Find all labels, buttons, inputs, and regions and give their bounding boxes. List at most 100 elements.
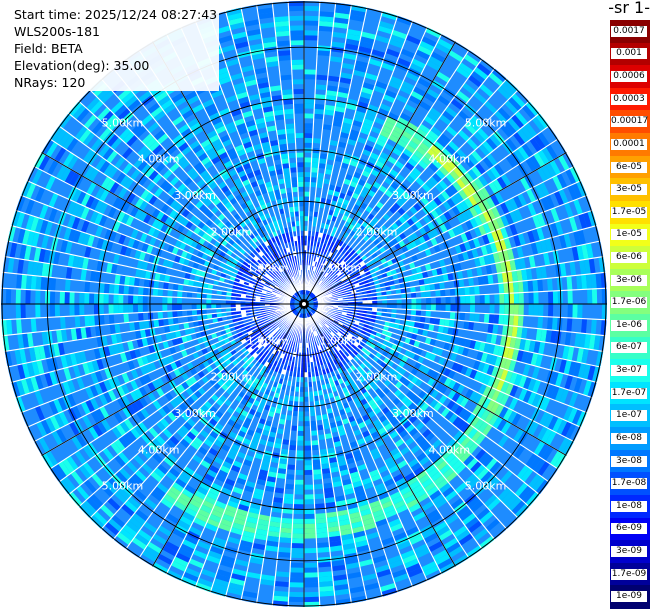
range-bin xyxy=(429,489,442,501)
range-bin xyxy=(289,35,304,41)
range-bin xyxy=(86,234,95,248)
range-bin xyxy=(107,518,123,532)
range-bin xyxy=(177,233,186,242)
range-bin xyxy=(254,411,262,419)
range-bin xyxy=(489,354,498,366)
range-bin xyxy=(127,237,136,249)
range-bin xyxy=(280,318,285,323)
range-bin xyxy=(182,539,197,550)
range-bin xyxy=(194,256,202,264)
range-bin xyxy=(165,332,172,341)
range-bin xyxy=(45,357,54,373)
range-bin xyxy=(116,397,127,410)
range-bin xyxy=(70,328,78,341)
range-bin xyxy=(488,313,495,324)
range-bin xyxy=(288,340,292,346)
range-bin xyxy=(474,433,486,446)
range-bin xyxy=(80,268,87,281)
range-bin xyxy=(322,331,327,337)
range-bin xyxy=(407,326,414,334)
range-bin xyxy=(146,244,154,255)
range-bin xyxy=(25,377,35,394)
range-bin xyxy=(67,379,76,394)
range-bin xyxy=(165,471,178,482)
range-bin xyxy=(184,272,191,280)
range-bin xyxy=(340,326,347,331)
range-bin xyxy=(277,468,287,475)
range-bin xyxy=(347,354,354,361)
range-bin xyxy=(326,407,334,414)
range-bin xyxy=(439,562,456,574)
range-bin xyxy=(71,202,81,217)
range-bin xyxy=(112,220,121,233)
range-bin xyxy=(396,459,408,470)
range-bin xyxy=(297,416,304,422)
range-bin xyxy=(267,410,275,418)
range-bin xyxy=(588,334,596,350)
range-bin xyxy=(480,409,491,422)
range-bin xyxy=(113,294,119,304)
range-bin xyxy=(259,281,265,287)
range-bin xyxy=(309,410,316,417)
range-bin xyxy=(474,313,480,323)
range-bin xyxy=(407,402,417,412)
range-bin xyxy=(105,178,116,192)
range-bin xyxy=(326,321,332,326)
range-bin xyxy=(355,544,370,553)
range-bin xyxy=(38,437,51,454)
range-bin xyxy=(537,316,544,329)
range-bin xyxy=(261,347,268,354)
range-bin xyxy=(355,494,368,503)
range-bin xyxy=(63,367,72,381)
range-bin xyxy=(142,287,149,296)
range-bin xyxy=(386,460,397,470)
range-bin xyxy=(56,329,63,343)
range-bin xyxy=(121,383,130,395)
range-bin xyxy=(415,421,425,432)
range-bin xyxy=(278,323,284,329)
range-bin xyxy=(423,481,437,493)
range-bin xyxy=(319,333,324,339)
range-bin xyxy=(487,375,496,388)
range-bin xyxy=(284,333,289,339)
range-bin xyxy=(399,446,411,456)
range-bin xyxy=(203,324,210,331)
range-bin xyxy=(480,470,493,484)
range-bin xyxy=(305,313,307,319)
range-bin xyxy=(170,331,177,340)
range-bin xyxy=(167,411,177,422)
range-bin xyxy=(496,379,505,392)
range-bin xyxy=(16,211,26,229)
range-bin xyxy=(243,350,250,357)
range-bin xyxy=(363,418,373,426)
range-bin xyxy=(466,545,483,559)
range-bin xyxy=(329,422,337,429)
range-bin xyxy=(262,288,268,292)
range-bin xyxy=(276,403,283,410)
range-bin xyxy=(321,337,326,344)
range-bin xyxy=(288,335,292,341)
range-bin xyxy=(296,162,304,168)
range-bin xyxy=(290,307,295,310)
range-bin xyxy=(374,482,386,492)
range-bin xyxy=(298,411,304,417)
range-bin xyxy=(503,314,509,326)
range-bin xyxy=(220,487,233,496)
range-bin xyxy=(266,290,273,294)
range-bin xyxy=(114,439,126,452)
range-bin xyxy=(332,480,343,488)
range-bin xyxy=(527,378,537,392)
range-bin xyxy=(16,273,23,290)
range-bin xyxy=(469,461,482,474)
range-bin xyxy=(65,266,73,280)
range-bin xyxy=(424,351,432,360)
range-bin xyxy=(481,362,490,375)
range-bin xyxy=(525,351,534,365)
range-bin xyxy=(89,384,99,398)
range-bin xyxy=(163,456,175,468)
range-bin xyxy=(362,304,368,308)
range-bin xyxy=(533,440,546,456)
range-bin xyxy=(89,397,100,411)
range-bin xyxy=(541,428,553,444)
range-bin xyxy=(201,293,207,299)
